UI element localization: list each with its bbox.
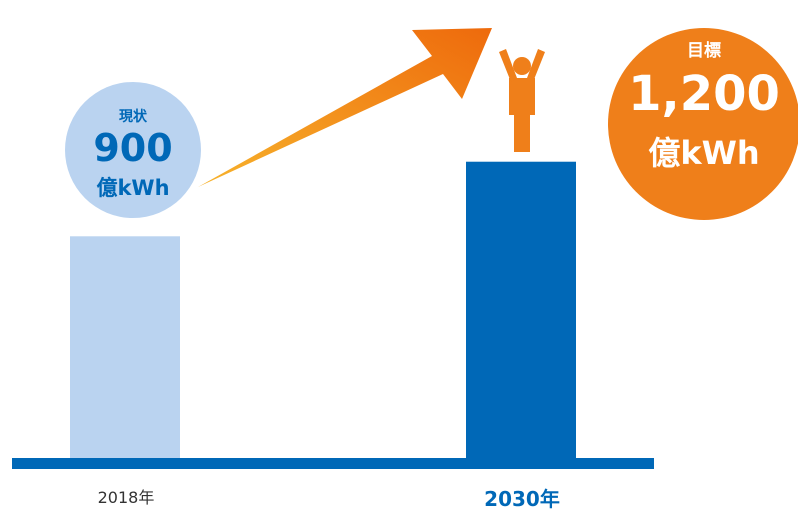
person-cheering-icon (499, 49, 545, 152)
current-value: 900 (93, 126, 173, 170)
current-unit: 億kWh (96, 176, 170, 200)
current-value-bubble (65, 82, 201, 218)
current-label: 現状 (119, 109, 147, 125)
target-value-bubble (608, 28, 798, 220)
target-unit: 億kWh (648, 134, 760, 172)
target-label: 目標 (687, 41, 721, 61)
target-value: 1,200 (628, 66, 780, 122)
bar-2030年 (466, 161, 576, 460)
target-value-callout: 目標 1,200 億kWh (610, 0, 798, 220)
x-axis-baseline (12, 458, 654, 469)
bar-2018年 (70, 236, 180, 460)
x-tick-label: 2030年 (484, 487, 560, 511)
current-value-callout: 現状 900 億kWh (65, 82, 201, 218)
growth-arrow (198, 28, 492, 187)
x-tick-label: 2018年 (97, 488, 155, 507)
